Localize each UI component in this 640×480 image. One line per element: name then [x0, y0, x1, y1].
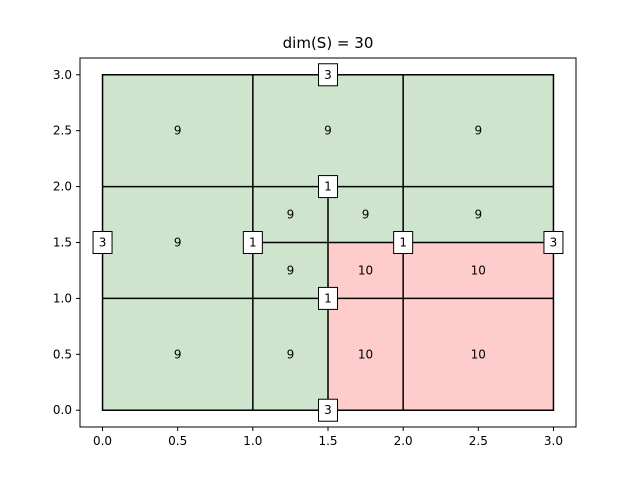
boundary-label: 1	[242, 231, 263, 254]
region-green	[328, 186, 404, 243]
y-tick-label: 1.5	[53, 236, 72, 250]
chart-title: dim(S) = 30	[283, 34, 374, 52]
x-tick-label: 1.0	[243, 434, 262, 448]
cell-value-label: 10	[358, 263, 373, 277]
region-green	[252, 298, 328, 411]
cell-value-label: 9	[174, 236, 182, 250]
cell-value-label: 9	[287, 347, 295, 361]
cell-value-label: 9	[362, 208, 370, 222]
boundary-label: 3	[92, 231, 113, 254]
cell-value-label: 9	[287, 208, 295, 222]
region-green	[252, 242, 328, 299]
boundary-label-box	[92, 231, 113, 254]
y-axis: 0.0 0.5 1.0 1.5 2.0 2.5 3.0	[53, 68, 80, 417]
boundary-label-box	[543, 231, 564, 254]
y-tick-label: 3.0	[53, 68, 72, 82]
region-red	[403, 242, 554, 299]
region-green	[102, 74, 253, 187]
boundary-label-box	[242, 231, 263, 254]
region-green	[252, 186, 328, 243]
region-green	[102, 298, 253, 411]
region-green	[102, 186, 253, 299]
cell-labels-layer: 9 9 9 9 9 9 9 9 10 10 9 9 10 10	[174, 124, 486, 362]
y-tick-label: 0.0	[53, 403, 72, 417]
cell-value-label: 9	[174, 347, 182, 361]
y-tick-label: 0.5	[53, 347, 72, 361]
boundary-label-box	[318, 63, 338, 87]
regions-layer	[102, 74, 554, 411]
x-tick-label: 0.0	[93, 434, 112, 448]
boundary-label-text: 3	[324, 68, 332, 82]
boundary-label-text: 1	[399, 236, 407, 250]
x-axis: 0.0 0.5 1.0 1.5 2.0 2.5 3.0	[93, 427, 563, 448]
boundary-label: 3	[318, 398, 338, 422]
boundary-label-text: 3	[324, 403, 332, 417]
region-red	[328, 242, 404, 299]
x-tick-label: 2.0	[394, 434, 413, 448]
cell-value-label: 10	[471, 347, 486, 361]
x-tick-label: 3.0	[544, 434, 563, 448]
cell-value-label: 9	[174, 124, 182, 138]
boundary-label-text: 1	[249, 236, 257, 250]
region-red	[328, 298, 404, 411]
cell-value-label: 9	[324, 124, 332, 138]
boundary-label-box	[318, 398, 338, 422]
cell-value-label: 10	[358, 347, 373, 361]
boundary-labels-layer: 3 3 3 3 1 1 1 1	[92, 63, 564, 422]
boundary-label-box	[393, 231, 414, 254]
x-tick-label: 0.5	[168, 434, 187, 448]
boundary-label: 1	[318, 175, 338, 199]
boundary-label-text: 1	[324, 291, 332, 305]
x-tick-label: 1.5	[318, 434, 337, 448]
boundary-label: 3	[318, 63, 338, 87]
boundary-label: 1	[393, 231, 414, 254]
boundary-label-text: 3	[99, 236, 107, 250]
boundary-label-text: 1	[324, 180, 332, 194]
region-red	[403, 298, 554, 411]
region-green	[252, 74, 404, 187]
region-green	[403, 74, 554, 187]
cell-value-label: 9	[287, 263, 295, 277]
region-green	[403, 186, 554, 243]
boundary-label: 1	[318, 286, 338, 310]
cell-value-label: 9	[474, 208, 482, 222]
boundary-label-text: 3	[550, 236, 558, 250]
boundary-label-box	[318, 175, 338, 199]
cell-value-label: 9	[474, 124, 482, 138]
y-tick-label: 2.5	[53, 124, 72, 138]
cell-value-label: 10	[471, 263, 486, 277]
x-tick-label: 2.5	[469, 434, 488, 448]
boundary-label-box	[318, 286, 338, 310]
y-tick-label: 1.0	[53, 291, 72, 305]
y-tick-label: 2.0	[53, 180, 72, 194]
boundary-label: 3	[543, 231, 564, 254]
